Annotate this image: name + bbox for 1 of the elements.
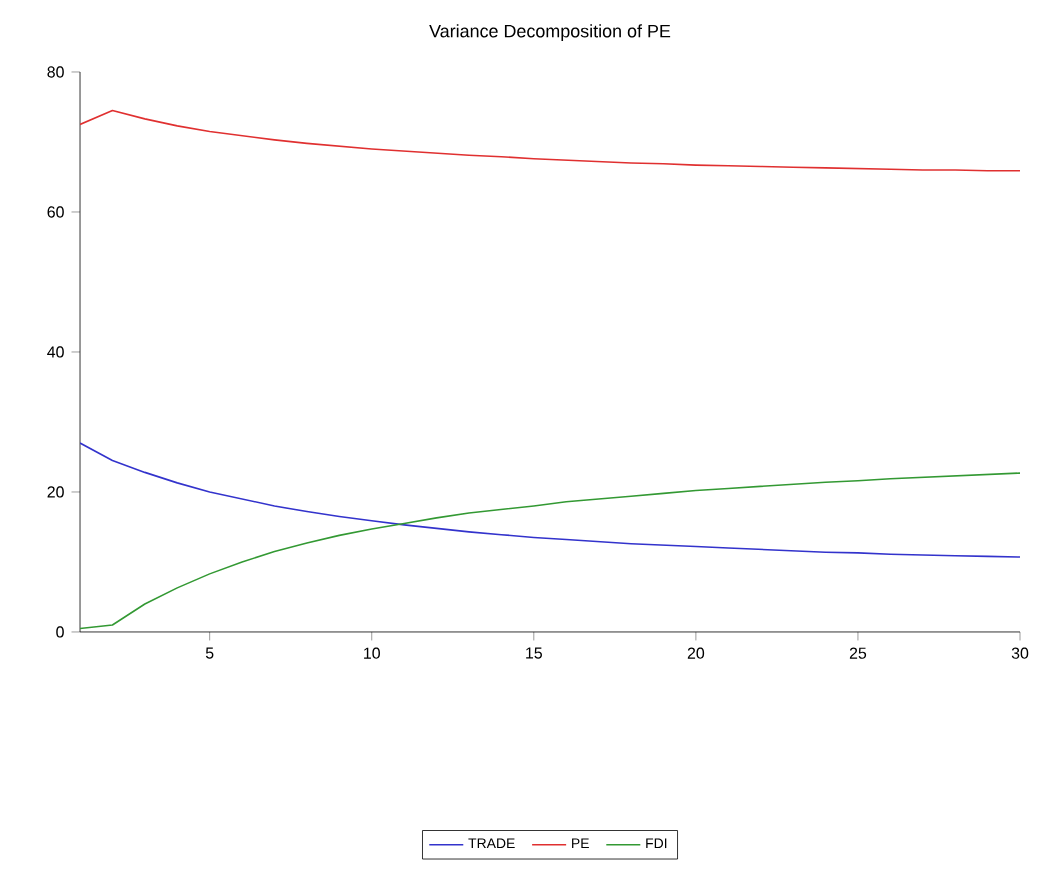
chart-title: Variance Decomposition of PE [429, 24, 671, 41]
